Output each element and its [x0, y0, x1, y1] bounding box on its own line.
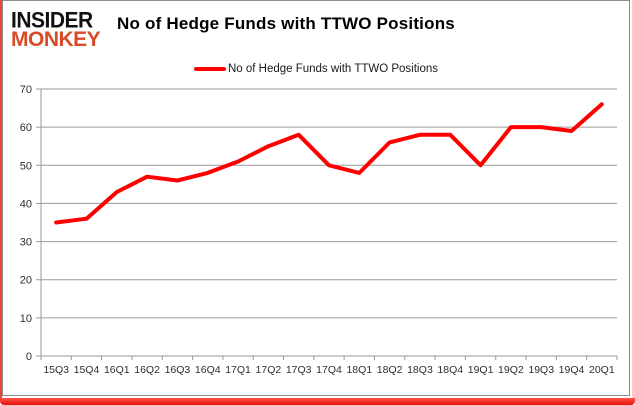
svg-text:18Q3: 18Q3: [407, 364, 433, 376]
svg-text:10: 10: [20, 313, 32, 325]
svg-text:16Q4: 16Q4: [195, 364, 221, 376]
svg-text:0: 0: [26, 351, 32, 363]
page-accent-right-border: [632, 0, 635, 399]
svg-text:17Q2: 17Q2: [256, 364, 282, 376]
svg-text:18Q4: 18Q4: [437, 364, 463, 376]
page-accent-bottom-bar: [0, 398, 635, 405]
insider-monkey-logo: INSIDER MONKEY: [11, 8, 101, 52]
svg-text:16Q2: 16Q2: [134, 364, 160, 376]
legend-line-swatch: [193, 67, 226, 71]
svg-text:19Q2: 19Q2: [498, 364, 524, 376]
svg-text:19Q1: 19Q1: [468, 364, 494, 376]
svg-text:40: 40: [20, 198, 32, 210]
svg-text:16Q1: 16Q1: [104, 364, 130, 376]
chart-container: INSIDER MONKEY No of Hedge Funds with TT…: [2, 0, 630, 396]
svg-text:17Q3: 17Q3: [286, 364, 312, 376]
logo-monkey-text: MONKEY: [11, 28, 101, 52]
svg-text:18Q1: 18Q1: [346, 364, 372, 376]
svg-text:17Q1: 17Q1: [225, 364, 251, 376]
page-accent-left-border: [0, 0, 2, 399]
svg-text:20Q1: 20Q1: [589, 364, 615, 376]
svg-text:50: 50: [20, 160, 32, 172]
svg-text:15Q3: 15Q3: [43, 364, 69, 376]
svg-text:18Q2: 18Q2: [377, 364, 403, 376]
svg-text:20: 20: [20, 275, 32, 287]
svg-text:16Q3: 16Q3: [165, 364, 191, 376]
svg-text:19Q3: 19Q3: [528, 364, 554, 376]
svg-text:17Q4: 17Q4: [316, 364, 342, 376]
svg-text:60: 60: [20, 122, 32, 134]
chart-title: No of Hedge Funds with TTWO Positions: [117, 14, 455, 33]
svg-text:70: 70: [20, 84, 32, 96]
line-chart: 0 10 20 30 40 50 60 70 15Q3 15Q4 16Q1 16Q2 16Q3 16Q4 1…: [20, 84, 618, 376]
legend-label: No of Hedge Funds with TTWO Positions: [227, 63, 439, 75]
svg-text:30: 30: [20, 237, 32, 249]
svg-text:15Q4: 15Q4: [74, 364, 100, 376]
chart-legend: No of Hedge Funds with TTWO Positions: [3, 63, 629, 75]
svg-text:19Q4: 19Q4: [559, 364, 585, 376]
logo-insider-text: INSIDER: [11, 8, 93, 33]
